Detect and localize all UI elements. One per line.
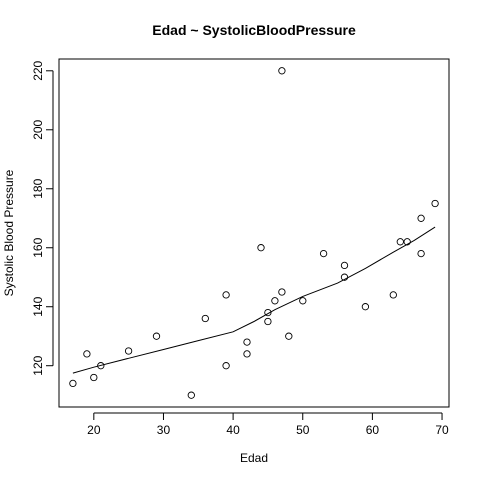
y-tick-label: 200 [31, 119, 45, 139]
data-point [340, 261, 349, 270]
data-point [124, 347, 133, 355]
y-tick-label: 160 [31, 237, 45, 257]
x-axis: 20 30 40 50 60 70 [87, 412, 449, 437]
data-point [389, 291, 397, 299]
data-point [69, 379, 77, 388]
data-point [319, 249, 328, 258]
data-point [396, 238, 404, 246]
x-tick-label: 40 [226, 423, 240, 437]
data-point [278, 67, 286, 75]
plot-frame [58, 58, 450, 408]
data-point [417, 214, 425, 222]
data-point [97, 362, 105, 370]
data-point [257, 244, 265, 252]
x-tick-label: 60 [366, 423, 380, 437]
data-point [222, 362, 230, 370]
y-tick-label: 140 [31, 296, 45, 316]
data-point [152, 332, 161, 340]
y-axis: 120 140 160 180 200 220 [31, 60, 54, 376]
data-point [340, 273, 349, 281]
y-axis-label: Systolic Blood Pressure [2, 169, 16, 296]
data-points [69, 67, 439, 399]
y-tick-label: 180 [31, 178, 45, 198]
chart-title: Edad ~ SystolicBloodPressure [152, 22, 356, 38]
x-tick-label: 20 [87, 423, 101, 437]
data-point [222, 291, 230, 299]
x-axis-label: Edad [240, 451, 268, 465]
data-point [417, 249, 425, 258]
x-tick-label: 70 [435, 423, 449, 437]
x-tick-label: 50 [296, 423, 310, 437]
y-tick-label: 120 [31, 355, 45, 375]
data-point [403, 238, 411, 246]
y-tick-label: 220 [31, 60, 45, 80]
data-point [243, 350, 251, 358]
x-tick-label: 30 [157, 423, 171, 437]
data-point [431, 199, 439, 208]
data-point [90, 373, 98, 382]
data-point [264, 317, 272, 326]
data-point [299, 297, 307, 305]
data-point [285, 332, 293, 340]
data-point [201, 314, 209, 323]
smooth-fit-line [72, 226, 436, 374]
data-point [243, 338, 251, 346]
data-point [361, 303, 370, 311]
data-point [83, 350, 91, 358]
data-point [187, 391, 195, 399]
data-point [278, 288, 286, 296]
data-point [264, 308, 272, 317]
data-point [271, 297, 279, 305]
